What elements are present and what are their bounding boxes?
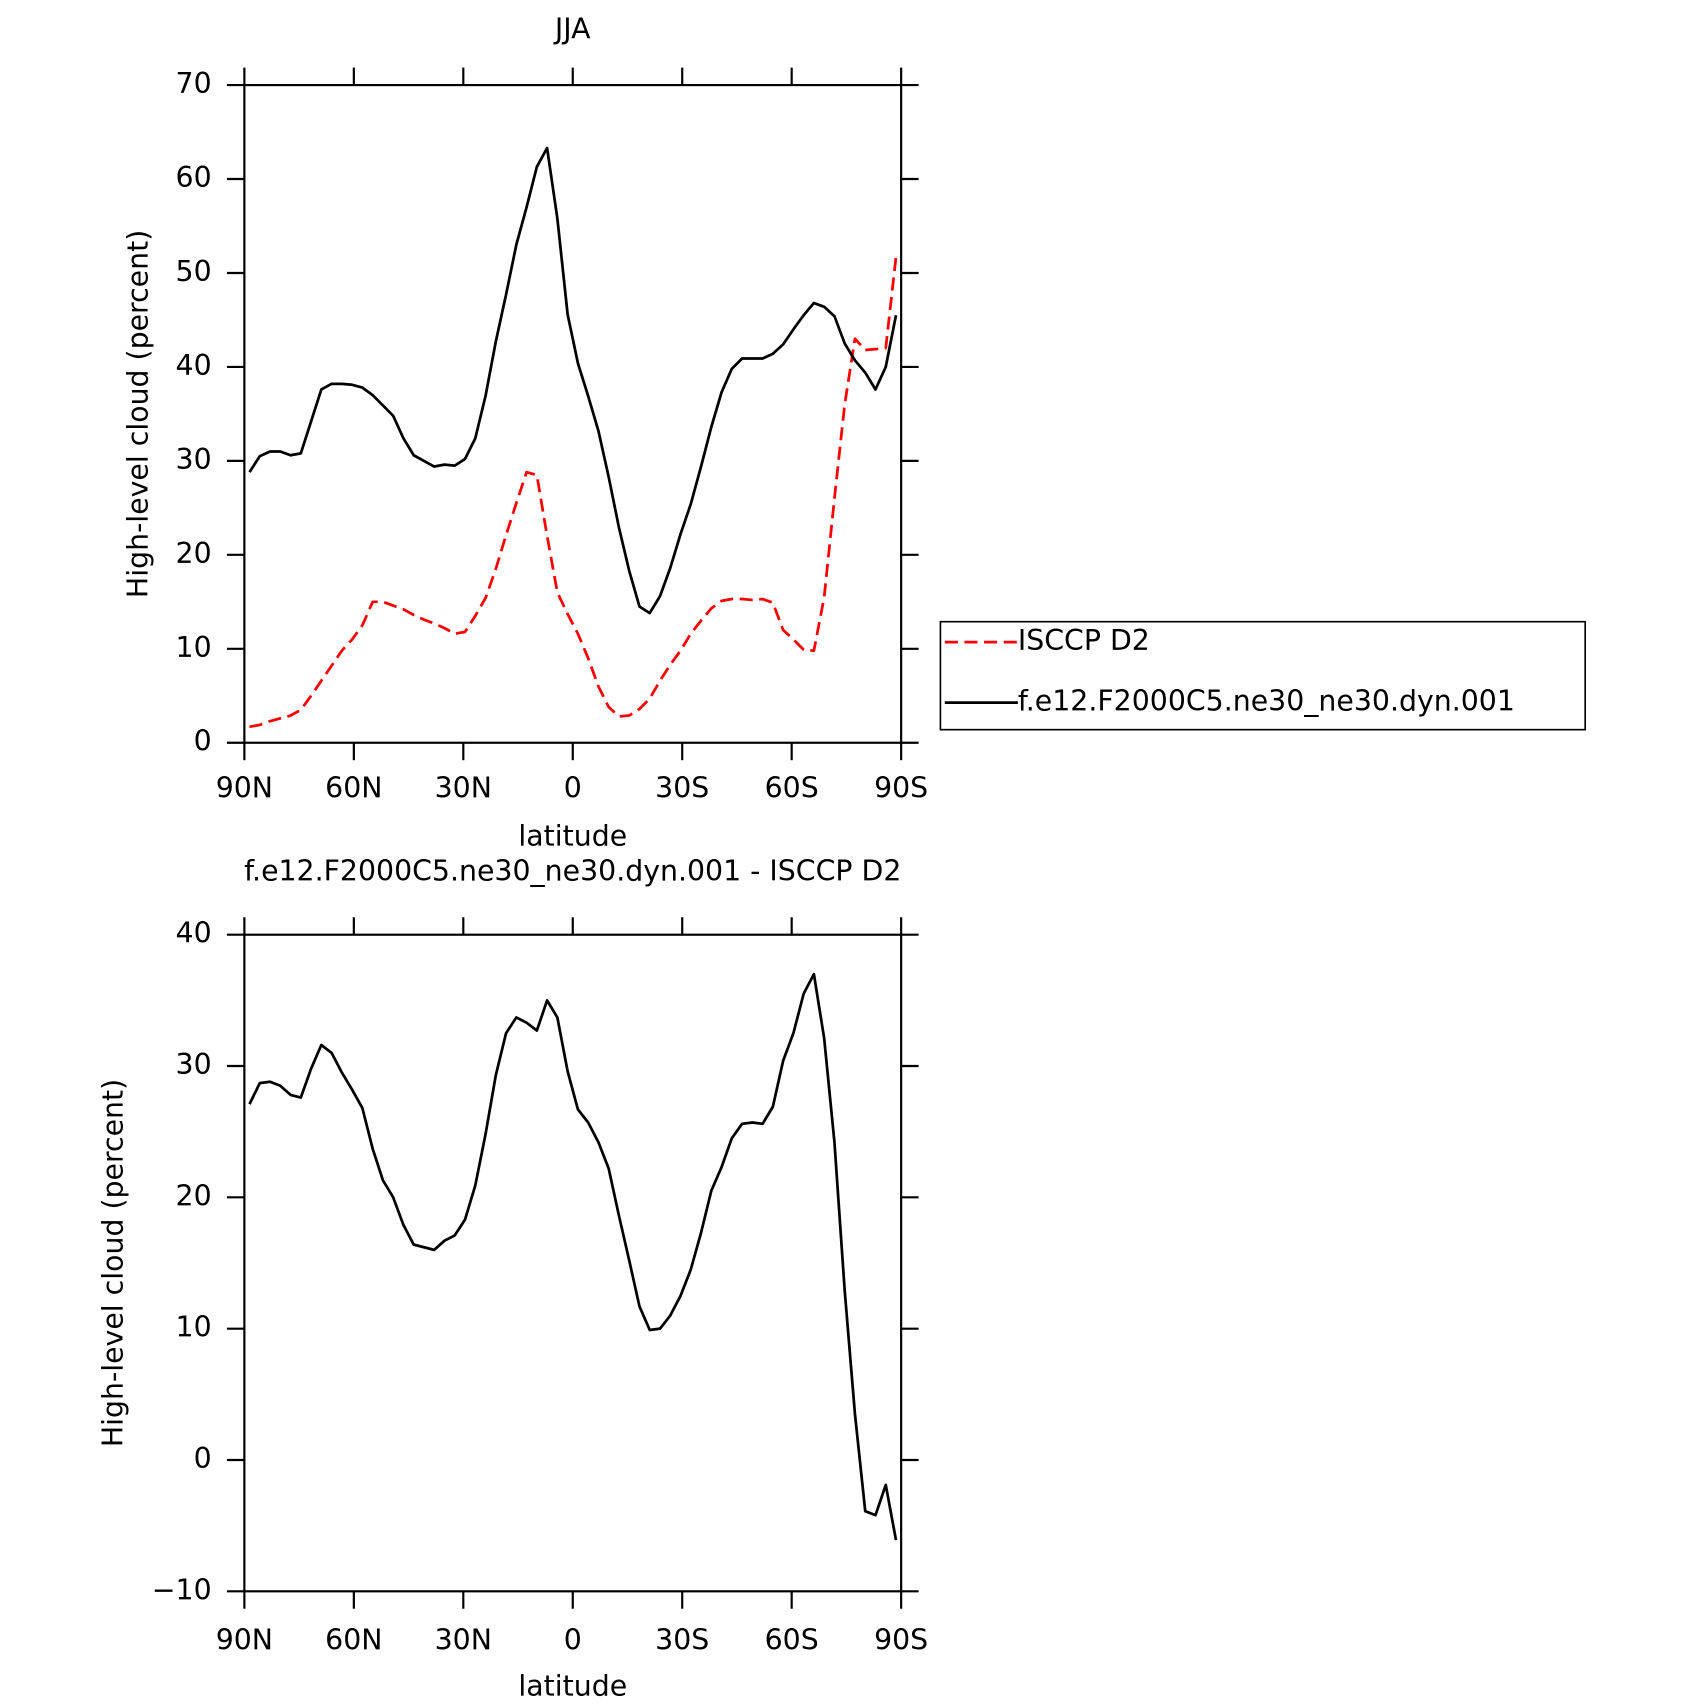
y-axis-label: High-level cloud (percent) (122, 230, 155, 598)
y-tick-label: 10 (176, 631, 212, 664)
legend-label: f.e12.F2000C5.ne30_ne30.dyn.001 (1018, 685, 1515, 718)
data-line (249, 256, 898, 729)
chart-title: JJA (553, 13, 591, 46)
y-tick-label: 30 (176, 443, 212, 476)
x-tick-label: 30N (435, 772, 492, 805)
y-tick-label: 30 (176, 1048, 212, 1081)
y-tick-label: 0 (194, 725, 212, 758)
x-tick-label: 60N (325, 772, 382, 805)
x-tick-label: 30S (655, 772, 709, 805)
plot-frame (243, 83, 903, 744)
x-tick-label: 30N (435, 1623, 492, 1656)
x-tick-label: 90S (874, 1623, 928, 1656)
x-tick-label: 90N (216, 1623, 273, 1656)
data-line (248, 972, 898, 1541)
y-tick-label: −10 (152, 1573, 212, 1606)
y-tick-label: 20 (176, 537, 212, 570)
y-tick-label: 50 (176, 255, 212, 288)
y-tick-label: 20 (176, 1179, 212, 1212)
x-tick-label: 60S (765, 1623, 819, 1656)
y-tick-label: 0 (194, 1442, 212, 1475)
legend-box (939, 620, 1586, 731)
data-line (248, 146, 898, 615)
x-tick-label: 60S (765, 772, 819, 805)
chart-title: f.e12.F2000C5.ne30_ne30.dyn.001 - ISCCP … (244, 855, 901, 888)
plot-frame (243, 933, 903, 1593)
x-tick-label: 0 (564, 1623, 582, 1656)
legend-label: ISCCP D2 (1018, 624, 1150, 657)
y-tick-label: 40 (176, 917, 212, 950)
x-tick-label: 90N (216, 772, 273, 805)
y-tick-label: 60 (176, 161, 212, 194)
x-axis-label: latitude (518, 1669, 627, 1702)
x-tick-label: 0 (564, 772, 582, 805)
y-tick-label: 10 (176, 1311, 212, 1344)
x-tick-label: 30S (655, 1623, 709, 1656)
x-tick-label: 60N (325, 1623, 382, 1656)
x-tick-label: 90S (874, 772, 928, 805)
y-tick-label: 40 (176, 349, 212, 382)
y-axis-label: High-level cloud (percent) (97, 1079, 130, 1447)
y-tick-label: 70 (176, 67, 212, 100)
x-axis-label: latitude (518, 820, 627, 853)
